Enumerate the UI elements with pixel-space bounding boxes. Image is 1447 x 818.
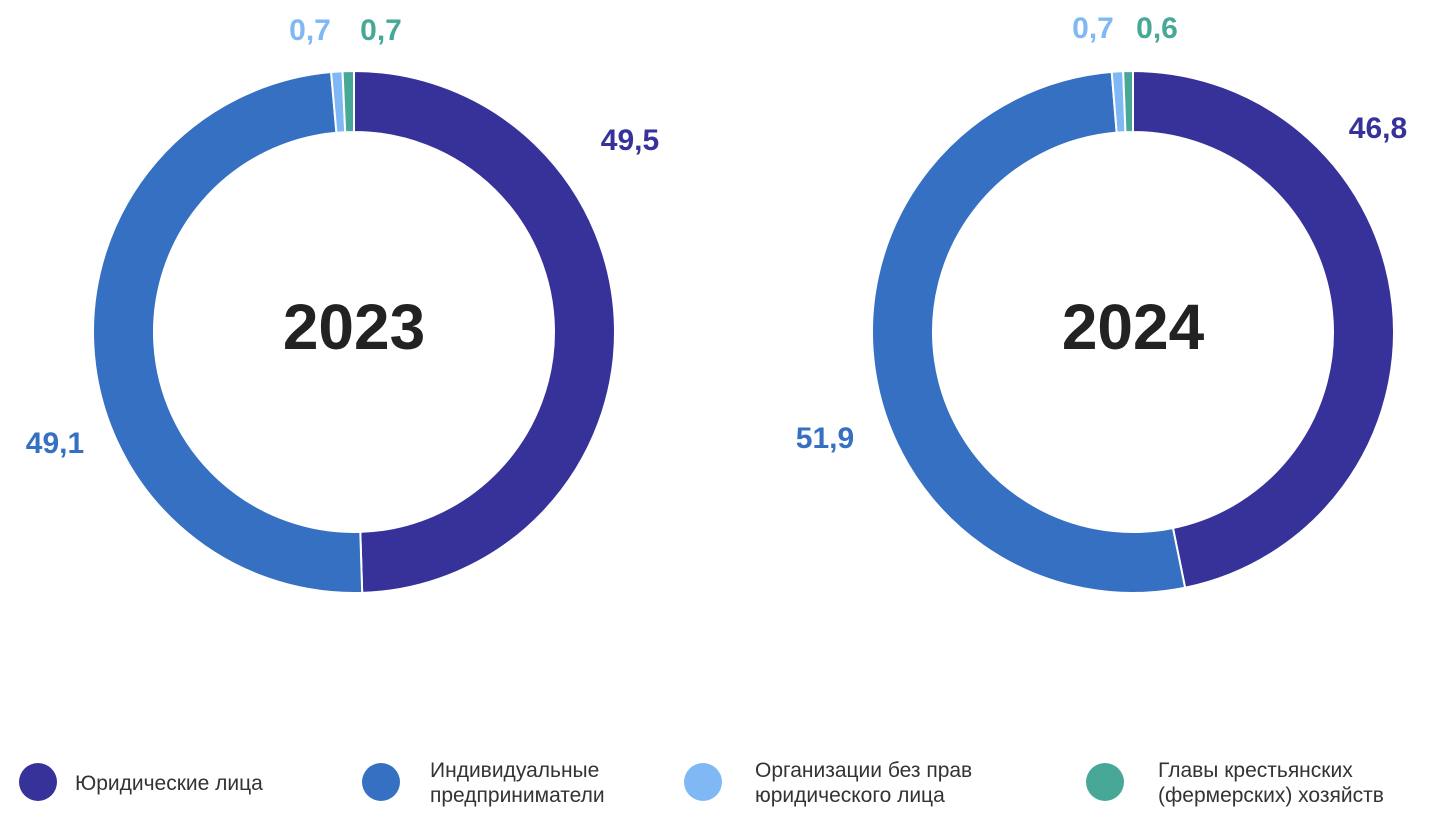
value-label: 49,1: [26, 427, 84, 460]
center-title: 2023: [283, 291, 425, 363]
value-label: 51,9: [796, 422, 854, 455]
legend-label: Главы крестьянских (фермерских) хозяйств: [1158, 759, 1384, 807]
value-label: 49,5: [601, 124, 659, 157]
value-label: 0,7: [289, 14, 331, 47]
donut-segment: [1122, 69, 1134, 134]
legend-marker: [362, 763, 400, 801]
value-label: 0,7: [1072, 12, 1114, 45]
legend-label: Индивидуальные предприниматели: [430, 759, 605, 807]
value-label: 0,6: [1136, 12, 1178, 45]
legend-marker: [1086, 763, 1124, 801]
donut-segment: [871, 70, 1187, 594]
legend-marker: [684, 763, 722, 801]
legend-marker: [19, 763, 57, 801]
legend-label: Организации без прав юридического лица: [755, 759, 973, 807]
donut-segment: [341, 69, 355, 134]
center-title: 2024: [1062, 291, 1205, 363]
value-label: 0,7: [360, 14, 402, 47]
donut-segment: [353, 69, 616, 594]
charts: 49,5 49,1 0,7 0,7 2023 46,8 51,9 0,7 0,6 2024: [26, 12, 1407, 594]
legend-label: Юридические лица: [75, 771, 263, 795]
donut-segment: [1132, 69, 1395, 589]
donut-segment: [92, 70, 364, 594]
value-label: 46,8: [1349, 112, 1407, 145]
